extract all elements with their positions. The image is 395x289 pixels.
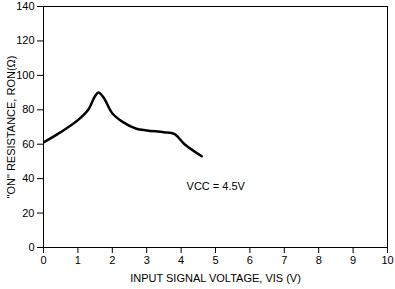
- svg-text:INPUT SIGNAL VOLTAGE, VIS (V): INPUT SIGNAL VOLTAGE, VIS (V): [130, 272, 301, 284]
- svg-text:7: 7: [281, 254, 287, 266]
- svg-text:0: 0: [28, 241, 34, 253]
- svg-text:80: 80: [22, 103, 34, 115]
- svg-text:10: 10: [381, 254, 393, 266]
- svg-text:100: 100: [16, 69, 34, 81]
- svg-text:3: 3: [144, 254, 150, 266]
- svg-text:2: 2: [109, 254, 115, 266]
- svg-text:120: 120: [16, 34, 34, 46]
- svg-text:4: 4: [178, 254, 184, 266]
- svg-text:1: 1: [75, 254, 81, 266]
- svg-text:60: 60: [22, 138, 34, 150]
- svg-text:0: 0: [40, 254, 46, 266]
- svg-text:5: 5: [212, 254, 218, 266]
- svg-text:6: 6: [247, 254, 253, 266]
- svg-text:9: 9: [350, 254, 356, 266]
- svg-text:8: 8: [316, 254, 322, 266]
- svg-text:20: 20: [22, 207, 34, 219]
- svg-text:VCC = 4.5V: VCC = 4.5V: [187, 180, 246, 192]
- svg-text:40: 40: [22, 172, 34, 184]
- svg-text:"ON" RESISTANCE, RON(Ω): "ON" RESISTANCE, RON(Ω): [5, 56, 17, 199]
- svg-text:140: 140: [16, 0, 34, 12]
